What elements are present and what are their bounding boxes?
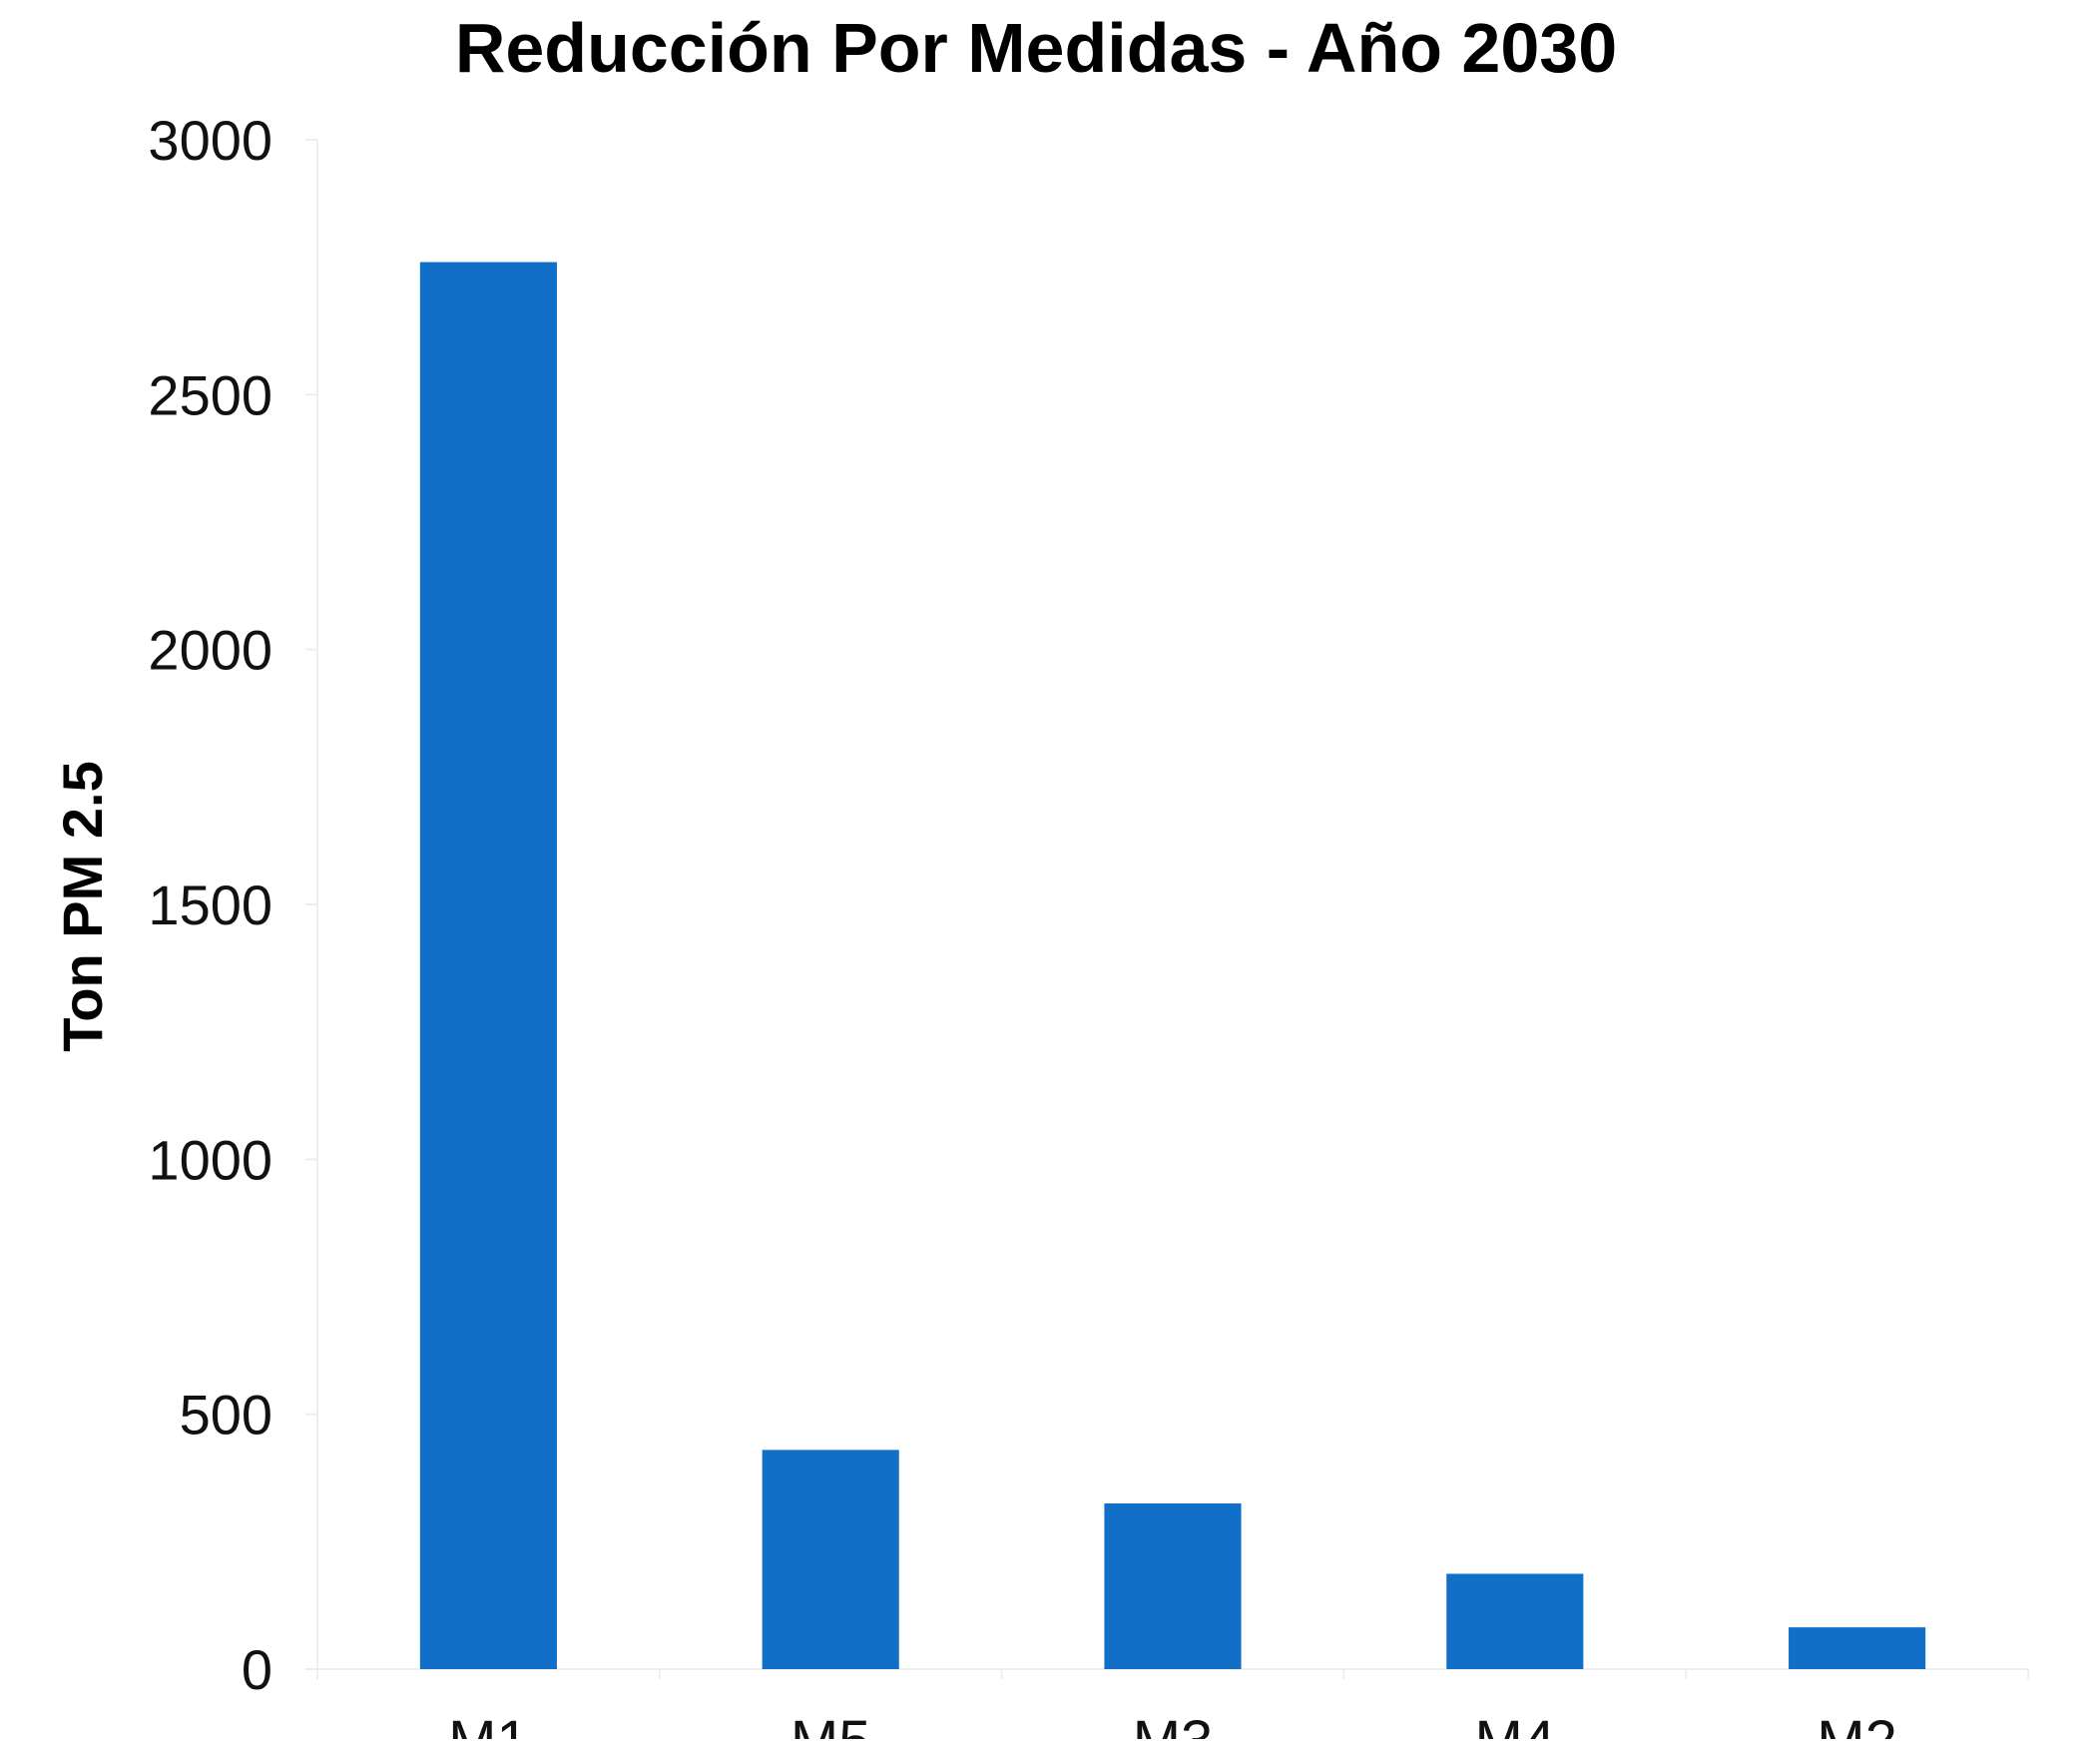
- x-tick-label: M4: [1475, 1709, 1556, 1739]
- x-tick-label: M5: [790, 1709, 871, 1739]
- y-tick-label: 1500: [148, 873, 272, 936]
- y-tick-label: 0: [242, 1638, 272, 1701]
- y-tick-label: 2500: [148, 363, 272, 426]
- x-tick-label: M3: [1133, 1709, 1214, 1739]
- bar-m3: [1104, 1503, 1242, 1669]
- chart-title: Reducción Por Medidas - Año 2030: [455, 9, 1617, 87]
- y-tick-label: 1000: [148, 1128, 272, 1191]
- y-axis-label: Ton PM 2.5: [51, 761, 114, 1051]
- x-tick-label: M2: [1817, 1709, 1897, 1739]
- bar-m1: [419, 262, 557, 1669]
- y-tick-label: 3000: [148, 109, 272, 172]
- bar-series: [419, 262, 1926, 1669]
- bar-m4: [1446, 1573, 1584, 1669]
- x-tick-labels: M1 M5 M3 M4 M2: [448, 1709, 1897, 1744]
- y-tick-label: 2000: [148, 619, 272, 682]
- y-axis: 0 500 1000 1500 2000 2500 3000: [148, 109, 318, 1701]
- x-axis: [316, 1668, 2029, 1679]
- x-tick-label: M1: [448, 1709, 529, 1739]
- y-tick-label: 500: [180, 1384, 272, 1447]
- bar-m2: [1789, 1627, 1926, 1669]
- bar-m5: [762, 1450, 899, 1669]
